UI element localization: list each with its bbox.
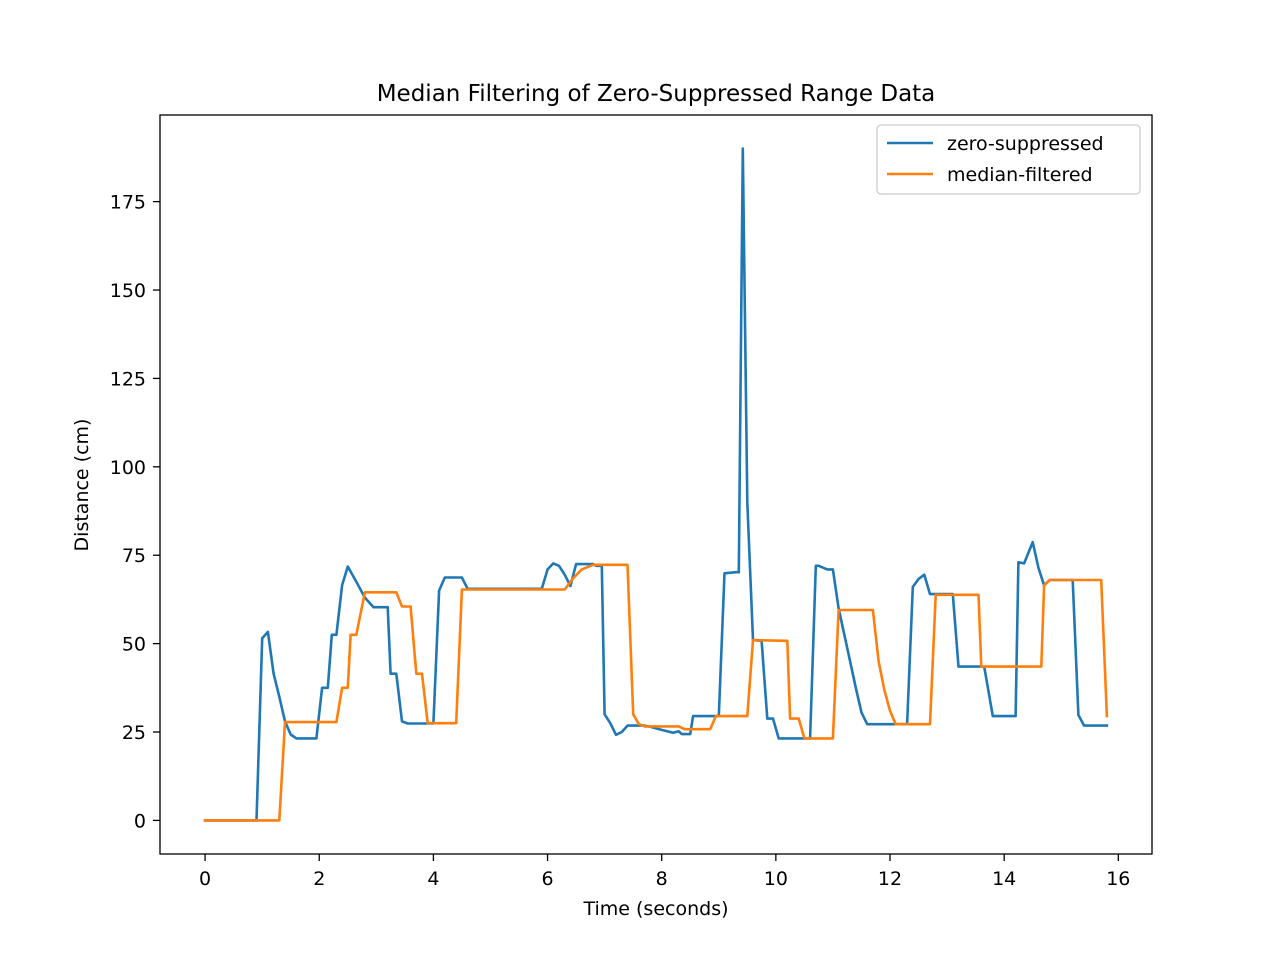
x-tick-label: 0 <box>199 868 211 890</box>
chart-title: Median Filtering of Zero-Suppressed Rang… <box>377 81 936 107</box>
axis-ticks: 0 2 4 6 8 10 12 14 16 0 25 50 75 100 125 150 175 <box>110 192 1131 890</box>
x-tick-label: 6 <box>542 868 554 890</box>
x-tick-label: 16 <box>1106 868 1130 890</box>
legend-frame <box>876 124 1141 195</box>
y-tick-label: 75 <box>122 545 146 567</box>
x-tick-label: 10 <box>764 868 788 890</box>
series-line-median-filtered <box>203 563 1109 822</box>
series-line-zero-suppressed <box>203 147 1109 822</box>
x-tick-label: 2 <box>313 868 325 890</box>
y-axis-label: Distance (cm) <box>71 419 93 552</box>
plot-area-frame <box>159 114 1153 855</box>
y-tick-label: 100 <box>110 457 146 479</box>
y-tick-label: 50 <box>122 634 146 656</box>
y-tick-label: 125 <box>110 368 146 390</box>
series-layer <box>203 147 1109 822</box>
legend: zero-suppressed median-filtered <box>876 124 1141 195</box>
legend-label-median-filtered: median-filtered <box>947 164 1093 186</box>
x-tick-label: 12 <box>878 868 902 890</box>
y-tick-label: 150 <box>110 280 146 302</box>
x-tick-label: 4 <box>427 868 439 890</box>
x-tick-label: 8 <box>656 868 668 890</box>
legend-label-zero-suppressed: zero-suppressed <box>947 133 1104 155</box>
y-tick-label: 0 <box>134 810 146 832</box>
y-tick-label: 25 <box>122 722 146 744</box>
y-tick-label: 175 <box>110 192 146 214</box>
x-axis-label: Time (seconds) <box>582 898 728 920</box>
x-tick-label: 14 <box>992 868 1016 890</box>
